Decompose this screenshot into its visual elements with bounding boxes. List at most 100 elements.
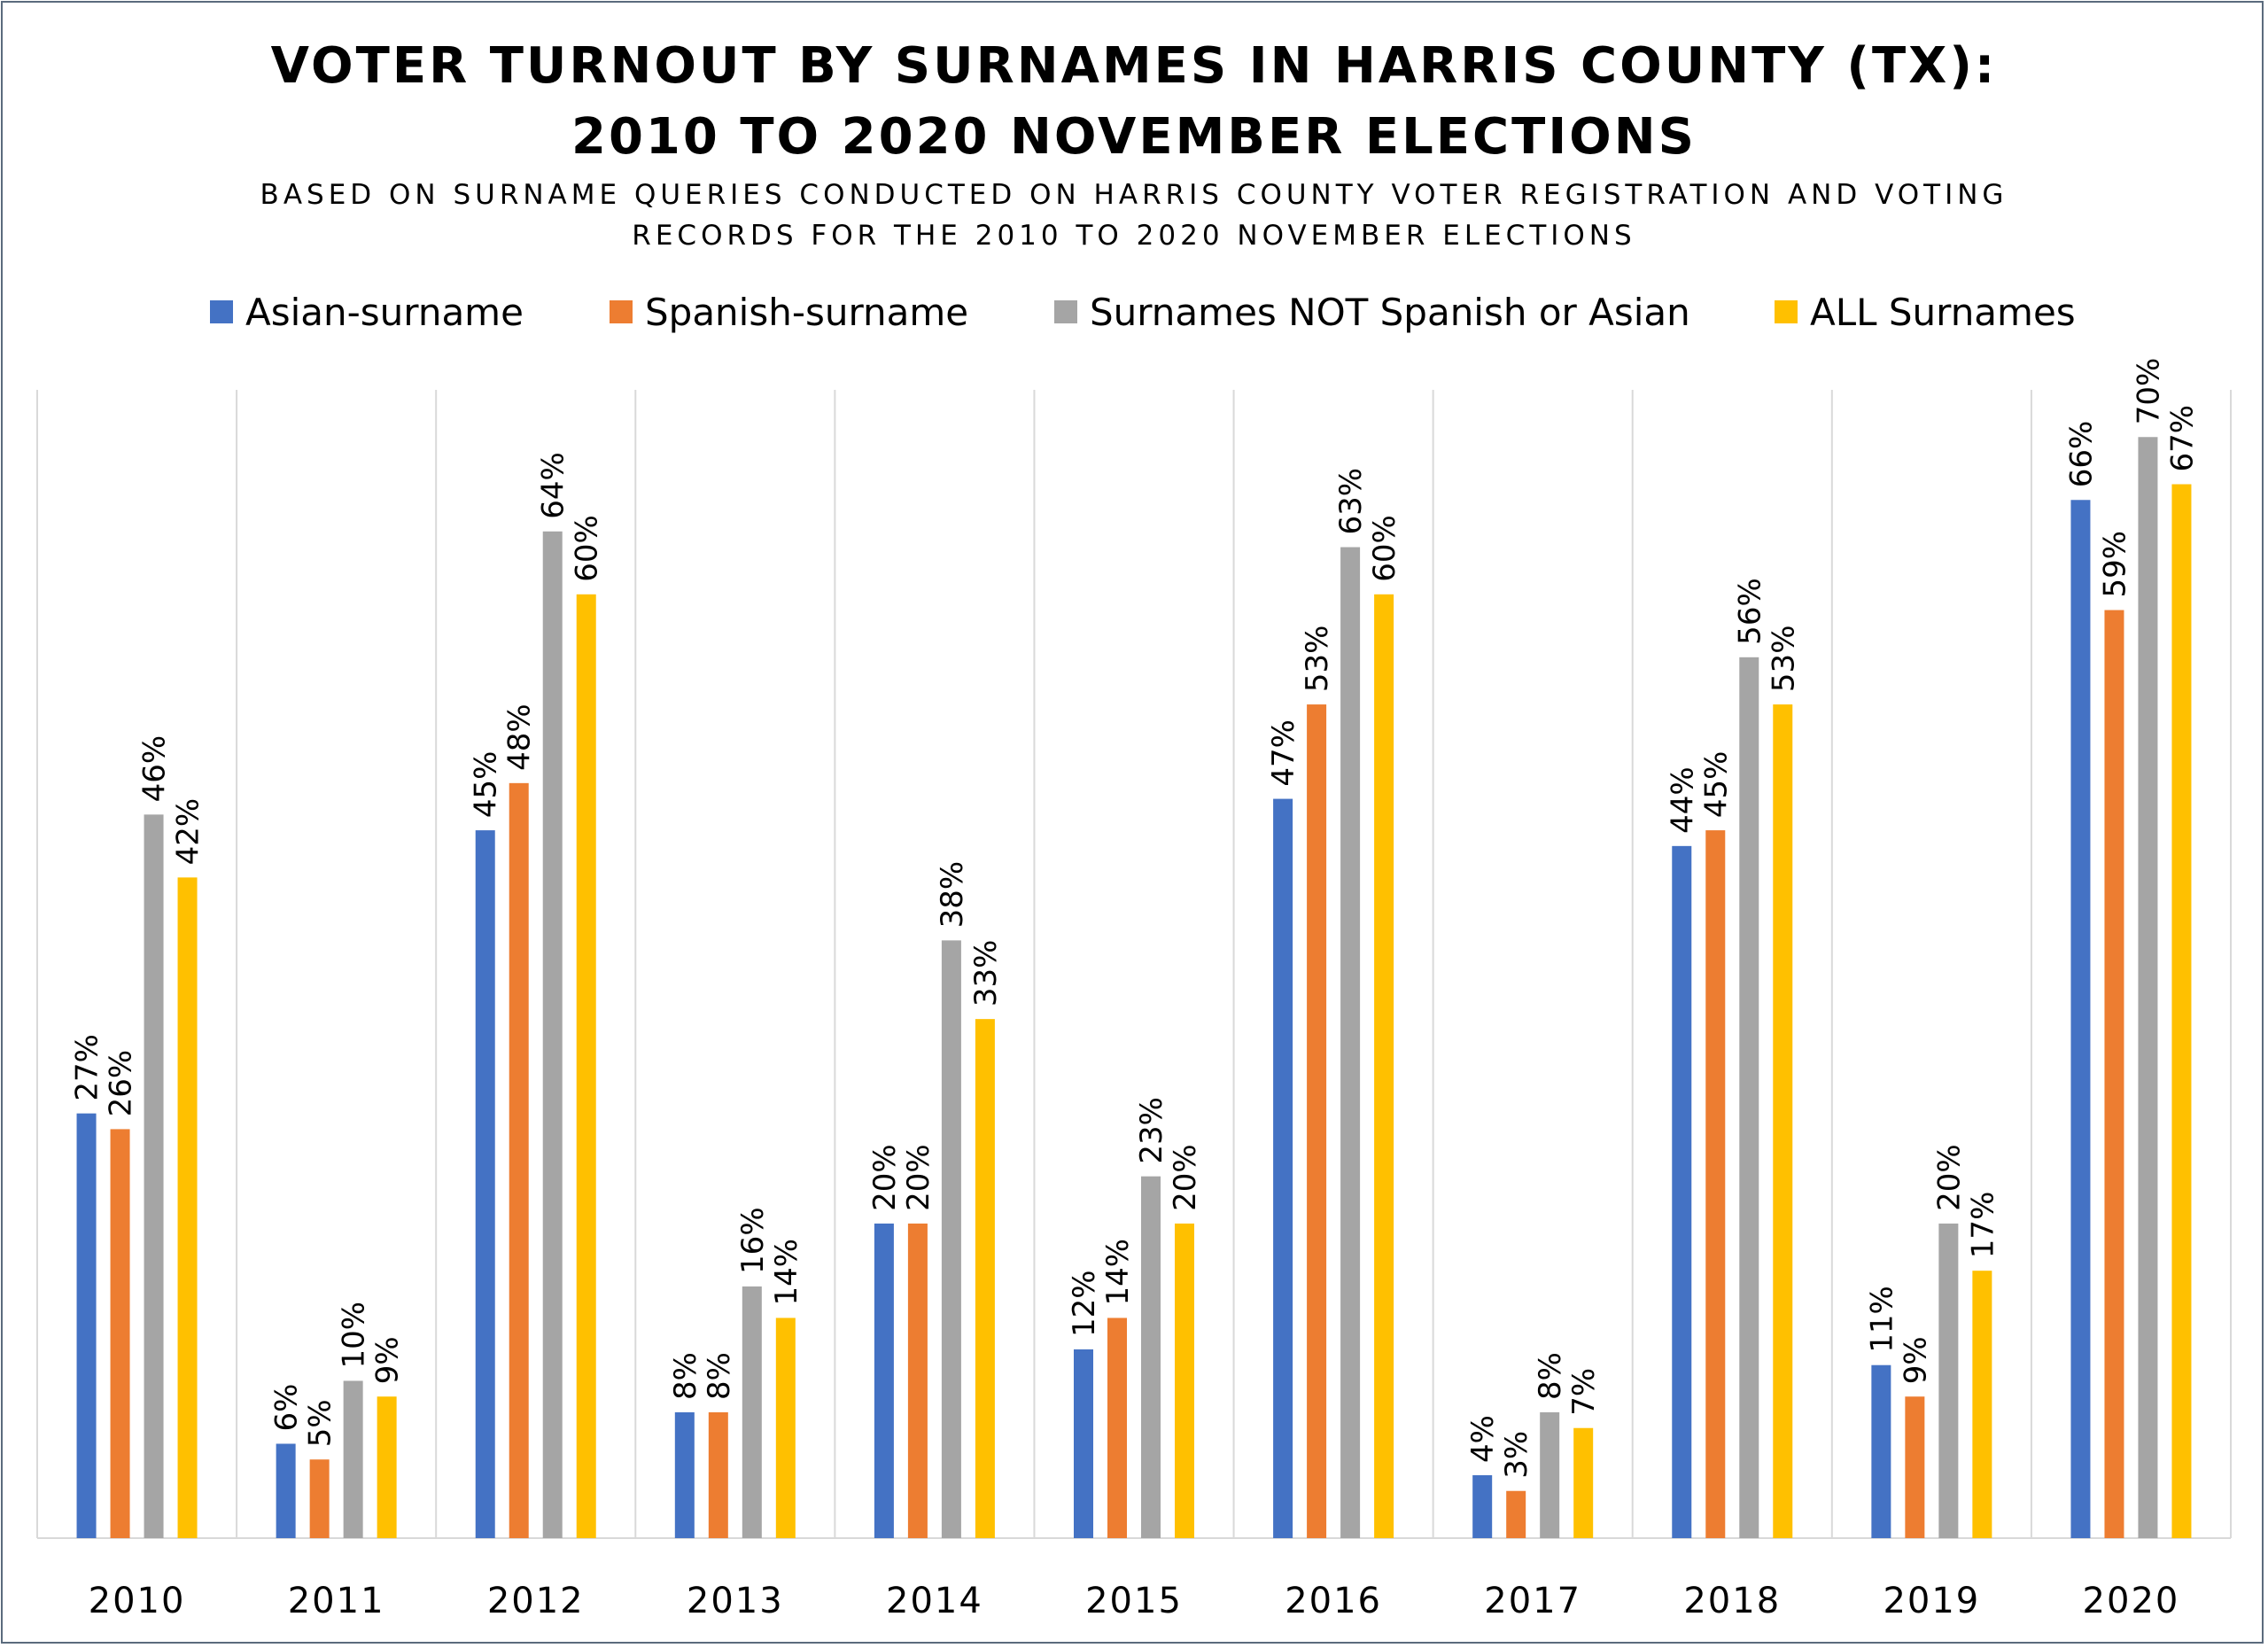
bar-2015-2 xyxy=(1141,1176,1161,1538)
bar-2010-1 xyxy=(110,1129,130,1538)
data-label-2012-1: 48% xyxy=(502,704,538,771)
legend-swatch-other xyxy=(1054,300,1077,323)
data-label-2015-0: 12% xyxy=(1067,1270,1102,1337)
chart-legend: Asian-surname Spanish-surname Surnames N… xyxy=(0,285,2268,338)
legend-swatch-all xyxy=(1775,300,1798,323)
data-label-2015-1: 14% xyxy=(1100,1239,1136,1306)
x-tick-label-2011: 2011 xyxy=(288,1581,385,1621)
bar-2013-1 xyxy=(708,1411,728,1538)
bar-2017-1 xyxy=(1506,1490,1526,1538)
data-label-2010-1: 26% xyxy=(104,1050,139,1117)
data-label-2019-2: 20% xyxy=(1931,1144,1967,1211)
data-label-2011-1: 5% xyxy=(303,1399,338,1447)
bar-2017-3 xyxy=(1573,1427,1594,1538)
data-label-2020-3: 67% xyxy=(2164,405,2200,472)
bar-2017-0 xyxy=(1472,1474,1493,1538)
bar-2014-3 xyxy=(975,1019,995,1538)
data-label-2010-0: 27% xyxy=(70,1034,105,1101)
data-label-2020-1: 59% xyxy=(2097,531,2132,598)
bar-2011-2 xyxy=(343,1380,363,1538)
bar-2010-2 xyxy=(144,814,164,1538)
data-label-2014-3: 33% xyxy=(968,940,1004,1007)
x-tick-label-2017: 2017 xyxy=(1484,1581,1581,1621)
bar-2012-1 xyxy=(509,782,529,1538)
chart-subtitle-line-1: BASED ON SURNAME QUERIES CONDUCTED ON HA… xyxy=(260,179,2008,211)
bar-2011-1 xyxy=(309,1459,330,1538)
data-label-2012-0: 45% xyxy=(469,751,504,819)
bar-2013-3 xyxy=(775,1318,796,1538)
bar-2014-1 xyxy=(907,1223,928,1538)
data-label-2018-3: 53% xyxy=(1766,625,1801,692)
bar-2017-2 xyxy=(1540,1411,1560,1538)
bar-2010-3 xyxy=(177,877,198,1538)
data-label-2010-3: 42% xyxy=(171,798,206,866)
x-tick-label-2010: 2010 xyxy=(89,1581,186,1621)
x-tick-label-2013: 2013 xyxy=(687,1581,784,1621)
bar-2016-0 xyxy=(1273,798,1293,1538)
bar-2013-0 xyxy=(674,1411,695,1538)
data-label-2017-2: 8% xyxy=(1533,1352,1568,1400)
x-tick-label-2020: 2020 xyxy=(2083,1581,2180,1621)
x-tick-label-2014: 2014 xyxy=(886,1581,983,1621)
data-label-2020-0: 66% xyxy=(2063,421,2099,488)
data-label-2013-3: 14% xyxy=(769,1239,804,1306)
legend-item-spanish: Spanish-surname xyxy=(610,285,968,338)
bar-2016-1 xyxy=(1307,704,1327,1538)
chart-title-line-1: VOTER TURNOUT BY SURNAMES IN HARRIS COUN… xyxy=(270,37,1998,95)
data-label-2013-2: 16% xyxy=(735,1207,771,1274)
legend-swatch-asian xyxy=(210,300,233,323)
legend-swatch-spanish xyxy=(610,300,633,323)
data-label-2017-0: 4% xyxy=(1465,1415,1501,1463)
data-label-2016-2: 63% xyxy=(1333,468,1369,535)
data-label-2015-2: 23% xyxy=(1134,1097,1169,1164)
bar-2015-0 xyxy=(1074,1349,1093,1538)
bar-2019-2 xyxy=(1938,1223,1959,1538)
data-label-2017-1: 3% xyxy=(1499,1431,1534,1479)
x-tick-label-2012: 2012 xyxy=(487,1581,585,1621)
legend-label-asian: Asian-surname xyxy=(245,290,524,334)
data-label-2016-1: 53% xyxy=(1300,625,1335,692)
data-label-2019-3: 17% xyxy=(1965,1192,2000,1259)
bar-2015-1 xyxy=(1107,1318,1127,1538)
x-tick-label-2018: 2018 xyxy=(1683,1581,1781,1621)
bar-2019-1 xyxy=(1905,1396,1925,1538)
data-label-2016-3: 60% xyxy=(1367,515,1402,582)
bar-2010-0 xyxy=(76,1113,97,1538)
bar-2018-3 xyxy=(1773,704,1793,1538)
bar-2015-3 xyxy=(1175,1223,1194,1538)
bar-2020-3 xyxy=(2171,484,2192,1539)
data-label-2014-1: 20% xyxy=(901,1144,936,1211)
legend-item-all: ALL Surnames xyxy=(1775,285,2076,338)
data-label-2018-0: 44% xyxy=(1665,766,1700,834)
bar-2016-3 xyxy=(1374,594,1394,1539)
bar-2018-2 xyxy=(1739,657,1759,1538)
bar-2011-3 xyxy=(377,1396,397,1538)
x-tick-label-2019: 2019 xyxy=(1883,1581,1980,1621)
bar-2020-1 xyxy=(2104,610,2124,1538)
data-label-2015-3: 20% xyxy=(1168,1144,1203,1211)
bar-2016-2 xyxy=(1340,547,1361,1539)
data-label-2018-2: 56% xyxy=(1732,578,1767,645)
data-label-2013-0: 8% xyxy=(668,1352,703,1400)
bar-2011-0 xyxy=(276,1443,296,1538)
data-label-2012-3: 60% xyxy=(570,515,605,582)
legend-label-spanish: Spanish-surname xyxy=(645,290,969,334)
data-label-2011-0: 6% xyxy=(269,1384,305,1432)
legend-label-all: ALL Surnames xyxy=(1810,290,2076,334)
data-label-2010-2: 46% xyxy=(137,735,173,803)
x-tick-label-2015: 2015 xyxy=(1085,1581,1183,1621)
data-label-2017-3: 7% xyxy=(1566,1368,1602,1416)
legend-item-other: Surnames NOT Spanish or Asian xyxy=(1054,285,1690,338)
data-label-2011-3: 9% xyxy=(370,1336,406,1384)
data-label-2013-1: 8% xyxy=(702,1352,737,1400)
bar-2018-0 xyxy=(1672,845,1692,1538)
bar-2020-0 xyxy=(2070,500,2091,1539)
data-label-2011-2: 10% xyxy=(337,1302,372,1369)
data-label-2014-2: 38% xyxy=(935,861,970,929)
x-tick-label-2016: 2016 xyxy=(1285,1581,1382,1621)
data-label-2018-1: 45% xyxy=(1698,751,1734,819)
legend-item-asian: Asian-surname xyxy=(210,285,524,338)
data-label-2019-1: 9% xyxy=(1898,1336,1933,1384)
data-label-2020-2: 70% xyxy=(2131,358,2166,425)
